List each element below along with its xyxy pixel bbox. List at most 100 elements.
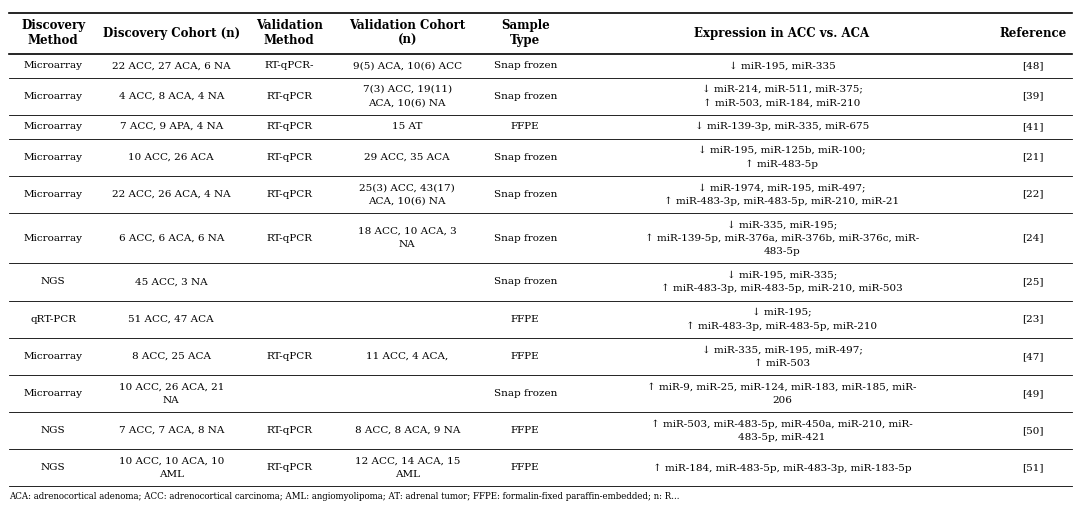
Text: FFPE: FFPE xyxy=(511,352,539,361)
Text: 15 AT: 15 AT xyxy=(392,122,423,131)
Text: Validation
Method: Validation Method xyxy=(256,19,323,48)
Text: 22 ACC, 27 ACA, 6 NA: 22 ACC, 27 ACA, 6 NA xyxy=(112,61,230,70)
Text: ACA, 10(6) NA: ACA, 10(6) NA xyxy=(369,197,446,206)
Text: 8 ACC, 25 ACA: 8 ACC, 25 ACA xyxy=(132,352,211,361)
Text: AML: AML xyxy=(395,470,419,479)
Text: 7(3) ACC, 19(11): 7(3) ACC, 19(11) xyxy=(363,85,452,94)
Text: Sample
Type: Sample Type xyxy=(501,19,549,48)
Text: Microarray: Microarray xyxy=(24,92,83,100)
Text: NGS: NGS xyxy=(41,426,66,435)
Text: ↓ miR-1974, miR-195, miR-497;: ↓ miR-1974, miR-195, miR-497; xyxy=(698,183,866,192)
Text: qRT-PCR: qRT-PCR xyxy=(30,315,77,324)
Text: RT-qPCR: RT-qPCR xyxy=(266,153,312,162)
Text: [50]: [50] xyxy=(1023,426,1044,435)
Text: 6 ACC, 6 ACA, 6 NA: 6 ACC, 6 ACA, 6 NA xyxy=(119,234,224,243)
Text: NA: NA xyxy=(163,396,179,405)
Text: 18 ACC, 10 ACA, 3: 18 ACC, 10 ACA, 3 xyxy=(358,227,456,236)
Text: RT-qPCR: RT-qPCR xyxy=(266,190,312,199)
Text: 7 ACC, 7 ACA, 8 NA: 7 ACC, 7 ACA, 8 NA xyxy=(119,426,224,435)
Text: FFPE: FFPE xyxy=(511,122,539,131)
Text: ↓ miR-139-3p, miR-335, miR-675: ↓ miR-139-3p, miR-335, miR-675 xyxy=(695,122,869,131)
Text: NGS: NGS xyxy=(41,463,66,472)
Text: ↑ miR-483-5p: ↑ miR-483-5p xyxy=(746,159,818,168)
Text: 4 ACC, 8 ACA, 4 NA: 4 ACC, 8 ACA, 4 NA xyxy=(119,92,224,100)
Text: ↑ miR-503, miR-483-5p, miR-450a, miR-210, miR-: ↑ miR-503, miR-483-5p, miR-450a, miR-210… xyxy=(651,419,912,429)
Text: ACA: adrenocortical adenoma; ACC: adrenocortical carcinoma; AML: angiomyolipoma;: ACA: adrenocortical adenoma; ACC: adreno… xyxy=(9,492,679,501)
Text: 11 ACC, 4 ACA,: 11 ACC, 4 ACA, xyxy=(366,352,449,361)
Text: ↓ miR-214, miR-511, miR-375;: ↓ miR-214, miR-511, miR-375; xyxy=(702,85,863,94)
Text: Snap frozen: Snap frozen xyxy=(494,190,557,199)
Text: Snap frozen: Snap frozen xyxy=(494,92,557,100)
Text: ↑ miR-503: ↑ miR-503 xyxy=(753,358,810,368)
Text: [39]: [39] xyxy=(1023,92,1044,100)
Text: 206: 206 xyxy=(772,396,792,405)
Text: Microarray: Microarray xyxy=(24,61,83,70)
Text: ↑ miR-483-3p, miR-483-5p, miR-210: ↑ miR-483-3p, miR-483-5p, miR-210 xyxy=(686,321,878,331)
Text: 10 ACC, 26 ACA, 21: 10 ACC, 26 ACA, 21 xyxy=(119,382,224,391)
Text: Microarray: Microarray xyxy=(24,352,83,361)
Text: 483-5p: 483-5p xyxy=(763,247,800,256)
Text: RT-qPCR: RT-qPCR xyxy=(266,234,312,243)
Text: ↓ miR-195, miR-125b, miR-100;: ↓ miR-195, miR-125b, miR-100; xyxy=(698,146,866,155)
Text: FFPE: FFPE xyxy=(511,426,539,435)
Text: Discovery Cohort (n): Discovery Cohort (n) xyxy=(103,27,240,40)
Text: ↑ miR-503, miR-184, miR-210: ↑ miR-503, miR-184, miR-210 xyxy=(704,98,860,107)
Text: RT-qPCR: RT-qPCR xyxy=(266,463,312,472)
Text: 45 ACC, 3 NA: 45 ACC, 3 NA xyxy=(135,278,208,287)
Text: 10 ACC, 26 ACA: 10 ACC, 26 ACA xyxy=(129,153,214,162)
Text: [21]: [21] xyxy=(1023,153,1044,162)
Text: RT-qPCR: RT-qPCR xyxy=(266,352,312,361)
Text: 25(3) ACC, 43(17): 25(3) ACC, 43(17) xyxy=(359,183,455,192)
Text: RT-qPCR: RT-qPCR xyxy=(266,92,312,100)
Text: ↓ miR-195, miR-335;: ↓ miR-195, miR-335; xyxy=(726,271,837,280)
Text: FFPE: FFPE xyxy=(511,315,539,324)
Text: Microarray: Microarray xyxy=(24,190,83,199)
Text: Snap frozen: Snap frozen xyxy=(494,234,557,243)
Text: Snap frozen: Snap frozen xyxy=(494,61,557,70)
Text: ↓ miR-335, miR-195, miR-497;: ↓ miR-335, miR-195, miR-497; xyxy=(702,345,863,354)
Text: 12 ACC, 14 ACA, 15: 12 ACC, 14 ACA, 15 xyxy=(355,457,459,465)
Text: Snap frozen: Snap frozen xyxy=(494,153,557,162)
Text: ↓ miR-195, miR-335: ↓ miR-195, miR-335 xyxy=(729,61,836,70)
Text: ↑ miR-139-5p, miR-376a, miR-376b, miR-376c, miR-: ↑ miR-139-5p, miR-376a, miR-376b, miR-37… xyxy=(645,233,919,243)
Text: Expression in ACC vs. ACA: Expression in ACC vs. ACA xyxy=(694,27,869,40)
Text: Microarray: Microarray xyxy=(24,389,83,398)
Text: RT-qPCR: RT-qPCR xyxy=(266,426,312,435)
Text: 51 ACC, 47 ACA: 51 ACC, 47 ACA xyxy=(129,315,214,324)
Text: FFPE: FFPE xyxy=(511,463,539,472)
Text: [23]: [23] xyxy=(1023,315,1044,324)
Text: ↑ miR-483-3p, miR-483-5p, miR-210, miR-21: ↑ miR-483-3p, miR-483-5p, miR-210, miR-2… xyxy=(665,196,899,206)
Text: [24]: [24] xyxy=(1023,234,1044,243)
Text: [22]: [22] xyxy=(1023,190,1044,199)
Text: [51]: [51] xyxy=(1023,463,1044,472)
Text: Snap frozen: Snap frozen xyxy=(494,389,557,398)
Text: Microarray: Microarray xyxy=(24,122,83,131)
Text: RT-qPCR-: RT-qPCR- xyxy=(265,61,313,70)
Text: 29 ACC, 35 ACA: 29 ACC, 35 ACA xyxy=(364,153,450,162)
Text: ACA, 10(6) NA: ACA, 10(6) NA xyxy=(369,98,446,107)
Text: Microarray: Microarray xyxy=(24,234,83,243)
Text: Microarray: Microarray xyxy=(24,153,83,162)
Text: 9(5) ACA, 10(6) ACC: 9(5) ACA, 10(6) ACC xyxy=(352,61,462,70)
Text: ↓ miR-335, miR-195;: ↓ miR-335, miR-195; xyxy=(726,220,837,229)
Text: [41]: [41] xyxy=(1023,122,1044,131)
Text: 8 ACC, 8 ACA, 9 NA: 8 ACC, 8 ACA, 9 NA xyxy=(355,426,459,435)
Text: NGS: NGS xyxy=(41,278,66,287)
Text: RT-qPCR: RT-qPCR xyxy=(266,122,312,131)
Text: [25]: [25] xyxy=(1023,278,1044,287)
Text: 7 ACC, 9 APA, 4 NA: 7 ACC, 9 APA, 4 NA xyxy=(120,122,223,131)
Text: [48]: [48] xyxy=(1023,61,1044,70)
Text: [49]: [49] xyxy=(1023,389,1044,398)
Text: ↑ miR-9, miR-25, miR-124, miR-183, miR-185, miR-: ↑ miR-9, miR-25, miR-124, miR-183, miR-1… xyxy=(648,382,917,391)
Text: ↓ miR-195;: ↓ miR-195; xyxy=(752,308,812,317)
Text: ↑ miR-483-3p, miR-483-5p, miR-210, miR-503: ↑ miR-483-3p, miR-483-5p, miR-210, miR-5… xyxy=(662,284,903,293)
Text: AML: AML xyxy=(159,470,184,479)
Text: [47]: [47] xyxy=(1023,352,1044,361)
Text: Validation Cohort
(n): Validation Cohort (n) xyxy=(349,19,466,48)
Text: ↑ miR-184, miR-483-5p, miR-483-3p, miR-183-5p: ↑ miR-184, miR-483-5p, miR-483-3p, miR-1… xyxy=(653,463,911,472)
Text: NA: NA xyxy=(399,241,415,249)
Text: 22 ACC, 26 ACA, 4 NA: 22 ACC, 26 ACA, 4 NA xyxy=(112,190,230,199)
Text: 483-5p, miR-421: 483-5p, miR-421 xyxy=(738,433,826,442)
Text: Reference: Reference xyxy=(1000,27,1067,40)
Text: Discovery
Method: Discovery Method xyxy=(22,19,85,48)
